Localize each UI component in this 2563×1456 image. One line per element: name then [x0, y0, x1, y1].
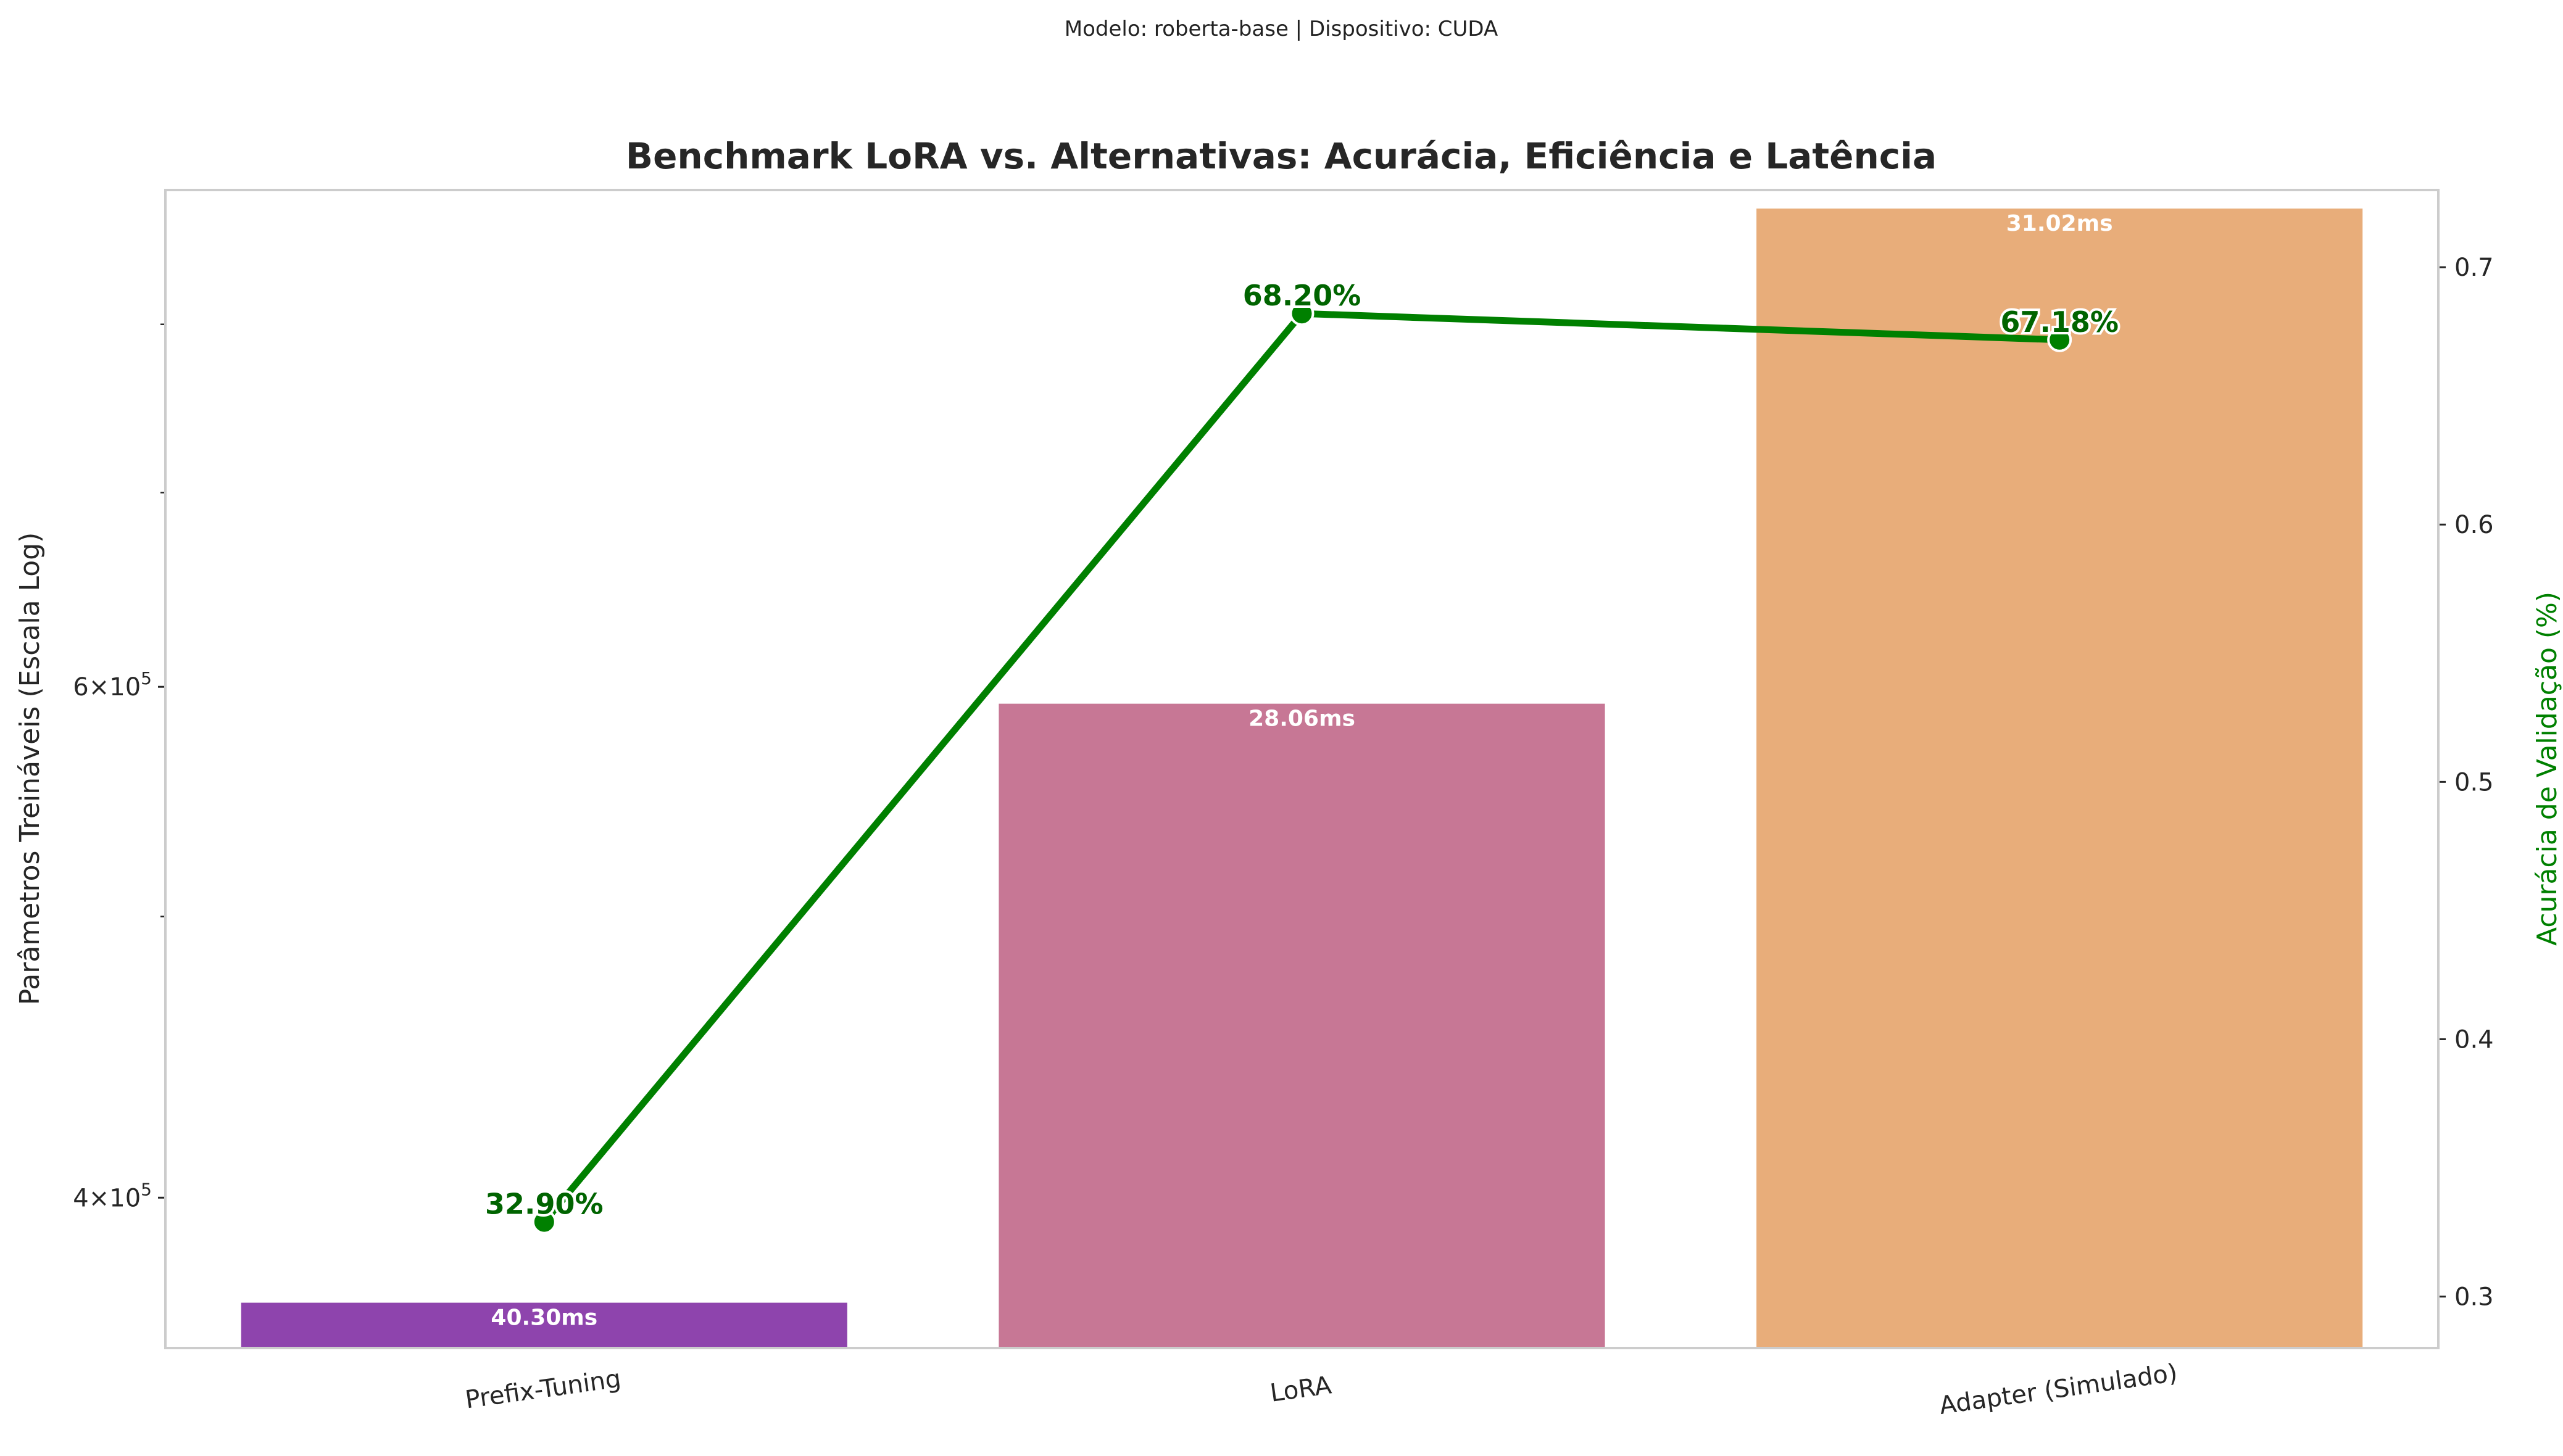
y2-tick-label: 0.6: [2454, 511, 2494, 539]
bar: [1756, 209, 2363, 1348]
accuracy-point: [1289, 301, 1315, 326]
labels-layer: 40.30ms 28.06ms 31.02ms 32.90% 68.20% 67.18%: [483, 211, 2121, 1331]
x-tick-label: LoRA: [1268, 1371, 1334, 1408]
bar-latency-label: 28.06ms: [1248, 706, 1355, 732]
y2-tick-label: 0.3: [2454, 1283, 2494, 1312]
y-axis-label: Parâmetros Treináveis (Escala Log): [14, 532, 46, 1006]
y-tick-label: 4×105: [73, 1179, 152, 1212]
bars-layer: [241, 209, 2363, 1348]
bar-latency-label: 31.02ms: [2006, 211, 2113, 236]
bar-latency-label: 40.30ms: [491, 1305, 597, 1331]
line-layer: [531, 301, 2072, 1235]
chart-title: Benchmark LoRA vs. Alternativas: Acuráci…: [626, 135, 1937, 177]
accuracy-label: 68.20%: [1243, 279, 1361, 312]
suptitle: Modelo: roberta-base | Dispositivo: CUDA: [1065, 17, 1498, 41]
y-tick-label: 6×105: [73, 668, 152, 701]
accuracy-point: [2047, 327, 2072, 352]
accuracy-label: 67.18%: [2000, 305, 2119, 339]
x-tick-label: Adapter (Simulado): [1938, 1359, 2180, 1420]
accuracy-label: 32.90%: [485, 1188, 604, 1221]
accuracy-point: [531, 1209, 557, 1235]
plot-frame: [164, 189, 2440, 1349]
bar: [241, 1302, 847, 1348]
y2-axis-label: Acurácia de Validação (%): [2532, 592, 2563, 946]
x-tick-label: Prefix-Tuning: [463, 1365, 623, 1415]
bar: [999, 703, 1605, 1348]
y2-tick-label: 0.5: [2454, 768, 2494, 796]
y2-tick-label: 0.7: [2454, 254, 2494, 282]
y2-tick-label: 0.4: [2454, 1025, 2494, 1054]
